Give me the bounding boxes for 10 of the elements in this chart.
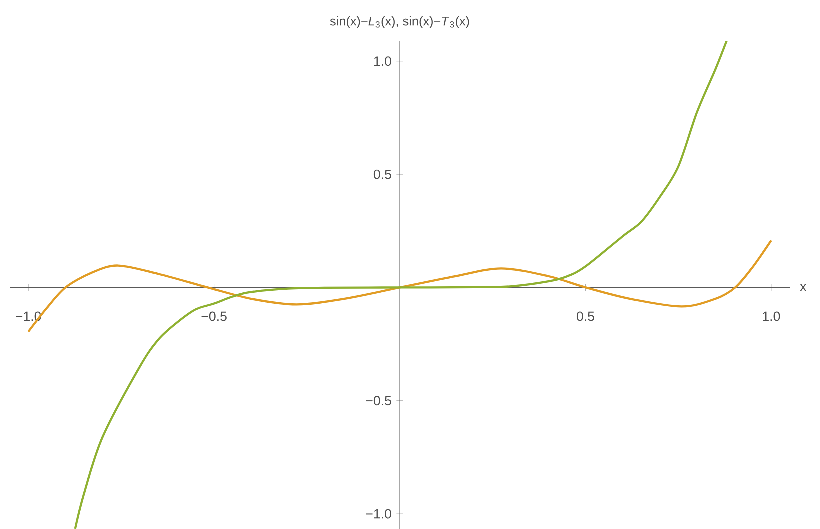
y-axis-title: sin(x)−L$_{3}$(x), sin(x)−T$_{3}$(x) [330, 16, 470, 28]
x-tick-label: −0.5 [202, 312, 227, 322]
y-tick-label: −0.5 [366, 396, 392, 406]
y-tick-label: 0.5 [374, 170, 392, 180]
line-series [74, 40, 728, 529]
x-tick-label: 1.0 [763, 312, 780, 322]
y-tick-label: −1.0 [366, 509, 392, 519]
y-tick-label: 1.0 [374, 56, 392, 66]
x-tick-label: 0.5 [576, 312, 594, 322]
x-axis-title: x [800, 284, 807, 292]
